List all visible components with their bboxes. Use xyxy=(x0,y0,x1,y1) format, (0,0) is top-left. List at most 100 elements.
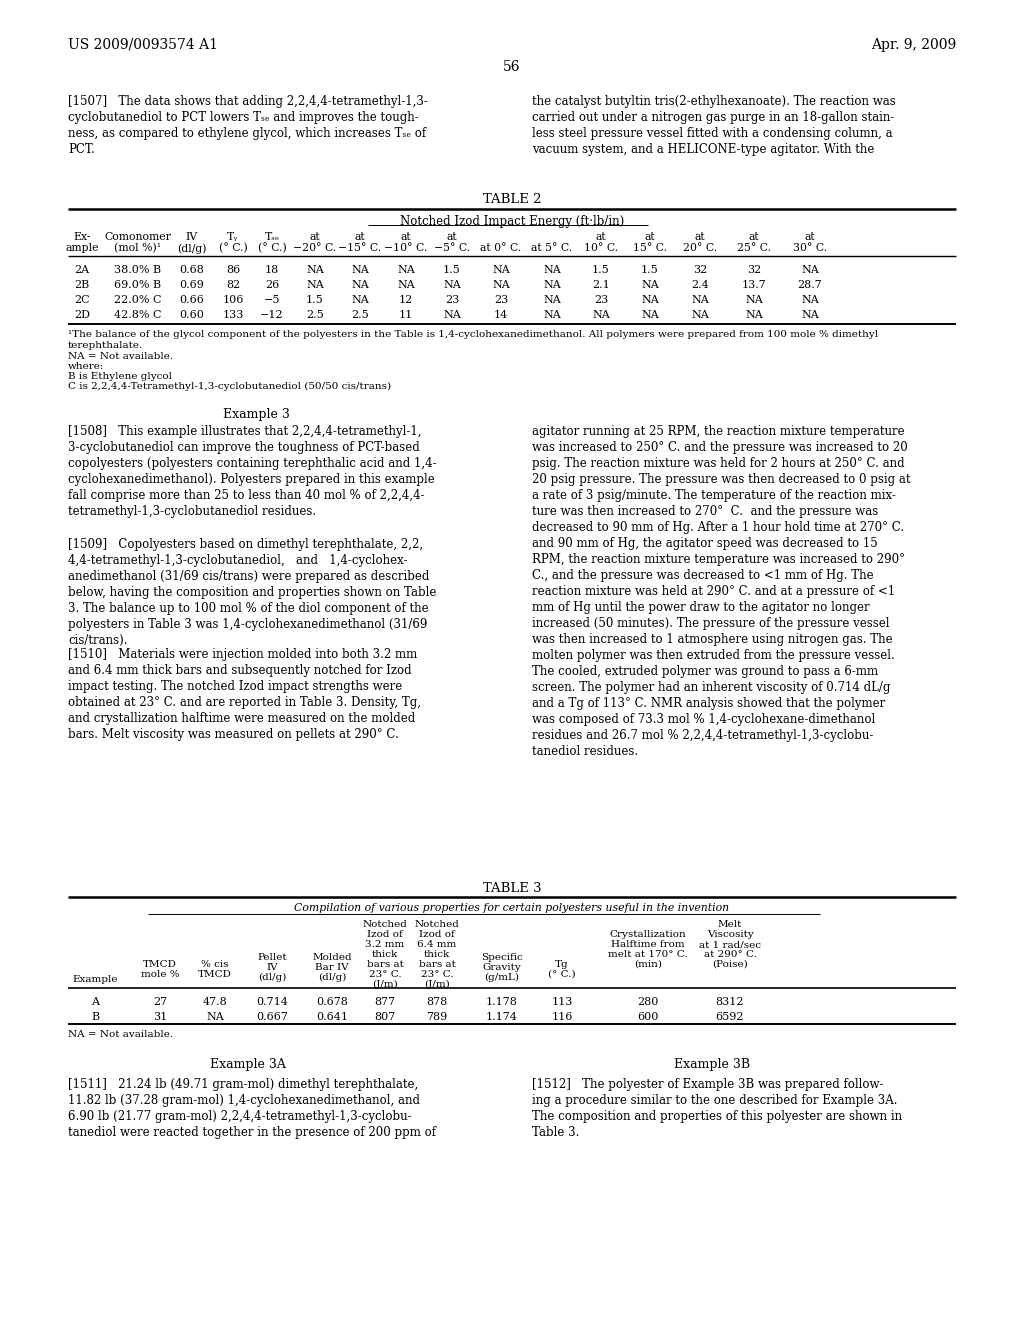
Text: Molded: Molded xyxy=(312,953,352,962)
Text: 0.60: 0.60 xyxy=(179,310,205,319)
Text: (dl/g): (dl/g) xyxy=(177,243,207,253)
Text: 23: 23 xyxy=(494,294,508,305)
Text: (dl/g): (dl/g) xyxy=(317,973,346,982)
Text: Notched: Notched xyxy=(415,920,460,929)
Text: 28.7: 28.7 xyxy=(798,280,822,290)
Text: [1509]   Copolyesters based on dimethyl terephthalate, 2,2,
4,4-tetramethyl-1,3-: [1509] Copolyesters based on dimethyl te… xyxy=(68,539,436,647)
Text: −5: −5 xyxy=(264,294,281,305)
Text: 38.0% B: 38.0% B xyxy=(115,265,162,275)
Text: (° C.): (° C.) xyxy=(219,243,248,253)
Text: terephthalate.: terephthalate. xyxy=(68,341,143,350)
Text: NA = Not available.: NA = Not available. xyxy=(68,1030,173,1039)
Text: [1510]   Materials were injection molded into both 3.2 mm
and 6.4 mm thick bars : [1510] Materials were injection molded i… xyxy=(68,648,421,741)
Text: Tᵧ: Tᵧ xyxy=(227,232,239,242)
Text: Ex-: Ex- xyxy=(74,232,91,242)
Text: 2.4: 2.4 xyxy=(691,280,709,290)
Text: at 0° C.: at 0° C. xyxy=(480,243,521,253)
Text: 25° C.: 25° C. xyxy=(737,243,771,253)
Text: 2C: 2C xyxy=(74,294,90,305)
Text: 789: 789 xyxy=(426,1012,447,1022)
Text: 32: 32 xyxy=(693,265,708,275)
Text: (° C.): (° C.) xyxy=(548,970,575,979)
Text: IV: IV xyxy=(186,232,198,242)
Text: Comonomer: Comonomer xyxy=(104,232,171,242)
Text: Example 3A: Example 3A xyxy=(210,1059,286,1071)
Text: 8312: 8312 xyxy=(716,997,744,1007)
Text: bars at: bars at xyxy=(419,960,456,969)
Text: 113: 113 xyxy=(551,997,572,1007)
Text: 23: 23 xyxy=(594,294,608,305)
Text: NA: NA xyxy=(493,280,510,290)
Text: 22.0% C: 22.0% C xyxy=(115,294,162,305)
Text: Crystallization: Crystallization xyxy=(609,931,686,939)
Text: 0.714: 0.714 xyxy=(256,997,288,1007)
Text: 23: 23 xyxy=(444,294,459,305)
Text: 2D: 2D xyxy=(74,310,90,319)
Text: NA: NA xyxy=(641,280,658,290)
Text: NA: NA xyxy=(801,265,819,275)
Text: NA: NA xyxy=(691,294,709,305)
Text: Specific: Specific xyxy=(481,953,523,962)
Text: NA: NA xyxy=(543,265,561,275)
Text: 106: 106 xyxy=(222,294,244,305)
Text: TMCD: TMCD xyxy=(198,970,232,979)
Text: NA: NA xyxy=(306,265,324,275)
Text: 877: 877 xyxy=(375,997,395,1007)
Text: melt at 170° C.: melt at 170° C. xyxy=(608,950,688,960)
Text: 23° C.: 23° C. xyxy=(421,970,454,979)
Text: A: A xyxy=(91,997,99,1007)
Text: B: B xyxy=(91,1012,99,1022)
Text: −20° C.: −20° C. xyxy=(293,243,337,253)
Text: NA: NA xyxy=(543,280,561,290)
Text: −10° C.: −10° C. xyxy=(384,243,428,253)
Text: 56: 56 xyxy=(503,59,521,74)
Text: Pellet: Pellet xyxy=(257,953,287,962)
Text: C is 2,2,4,4-Tetramethyl-1,3-cyclobutanediol (50/50 cis/trans): C is 2,2,4,4-Tetramethyl-1,3-cyclobutane… xyxy=(68,381,391,391)
Text: (Poise): (Poise) xyxy=(712,960,748,969)
Text: 2.5: 2.5 xyxy=(351,310,369,319)
Text: 47.8: 47.8 xyxy=(203,997,227,1007)
Text: thick: thick xyxy=(424,950,451,960)
Text: at: at xyxy=(354,232,366,242)
Text: NA: NA xyxy=(206,1012,224,1022)
Text: 69.0% B: 69.0% B xyxy=(115,280,162,290)
Text: 86: 86 xyxy=(226,265,240,275)
Text: NA: NA xyxy=(397,280,415,290)
Text: (J/m): (J/m) xyxy=(372,979,398,989)
Text: 12: 12 xyxy=(399,294,413,305)
Text: (dl/g): (dl/g) xyxy=(258,973,286,982)
Text: 15° C.: 15° C. xyxy=(633,243,667,253)
Text: Bar IV: Bar IV xyxy=(315,964,349,972)
Text: 11: 11 xyxy=(399,310,413,319)
Text: bars at: bars at xyxy=(367,960,403,969)
Text: where:: where: xyxy=(68,362,104,371)
Text: TABLE 2: TABLE 2 xyxy=(482,193,542,206)
Text: 1.5: 1.5 xyxy=(592,265,610,275)
Text: Example 3B: Example 3B xyxy=(674,1059,750,1071)
Text: 26: 26 xyxy=(265,280,280,290)
Text: ample: ample xyxy=(66,243,98,253)
Text: 133: 133 xyxy=(222,310,244,319)
Text: NA: NA xyxy=(801,294,819,305)
Text: IV: IV xyxy=(266,964,278,972)
Text: −5° C.: −5° C. xyxy=(434,243,470,253)
Text: 32: 32 xyxy=(746,265,761,275)
Text: NA: NA xyxy=(443,310,461,319)
Text: (min): (min) xyxy=(634,960,662,969)
Text: 31: 31 xyxy=(153,1012,167,1022)
Text: 1.5: 1.5 xyxy=(306,294,324,305)
Text: NA: NA xyxy=(641,294,658,305)
Text: 6.4 mm: 6.4 mm xyxy=(418,940,457,949)
Text: NA: NA xyxy=(493,265,510,275)
Text: (J/m): (J/m) xyxy=(424,979,450,989)
Text: Halftime from: Halftime from xyxy=(611,940,685,949)
Text: 23° C.: 23° C. xyxy=(369,970,401,979)
Text: NA: NA xyxy=(351,280,369,290)
Text: 2A: 2A xyxy=(75,265,89,275)
Text: NA: NA xyxy=(641,310,658,319)
Text: thick: thick xyxy=(372,950,398,960)
Text: 0.69: 0.69 xyxy=(179,280,205,290)
Text: mole %: mole % xyxy=(140,970,179,979)
Text: [1512]   The polyester of Example 3B was prepared follow-
ing a procedure simila: [1512] The polyester of Example 3B was p… xyxy=(532,1078,902,1139)
Text: (mol %)¹: (mol %)¹ xyxy=(115,243,162,253)
